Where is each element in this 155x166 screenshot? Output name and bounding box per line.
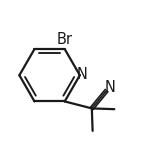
Text: Br: Br — [57, 32, 73, 47]
Text: N: N — [76, 67, 87, 82]
Text: N: N — [104, 80, 115, 95]
